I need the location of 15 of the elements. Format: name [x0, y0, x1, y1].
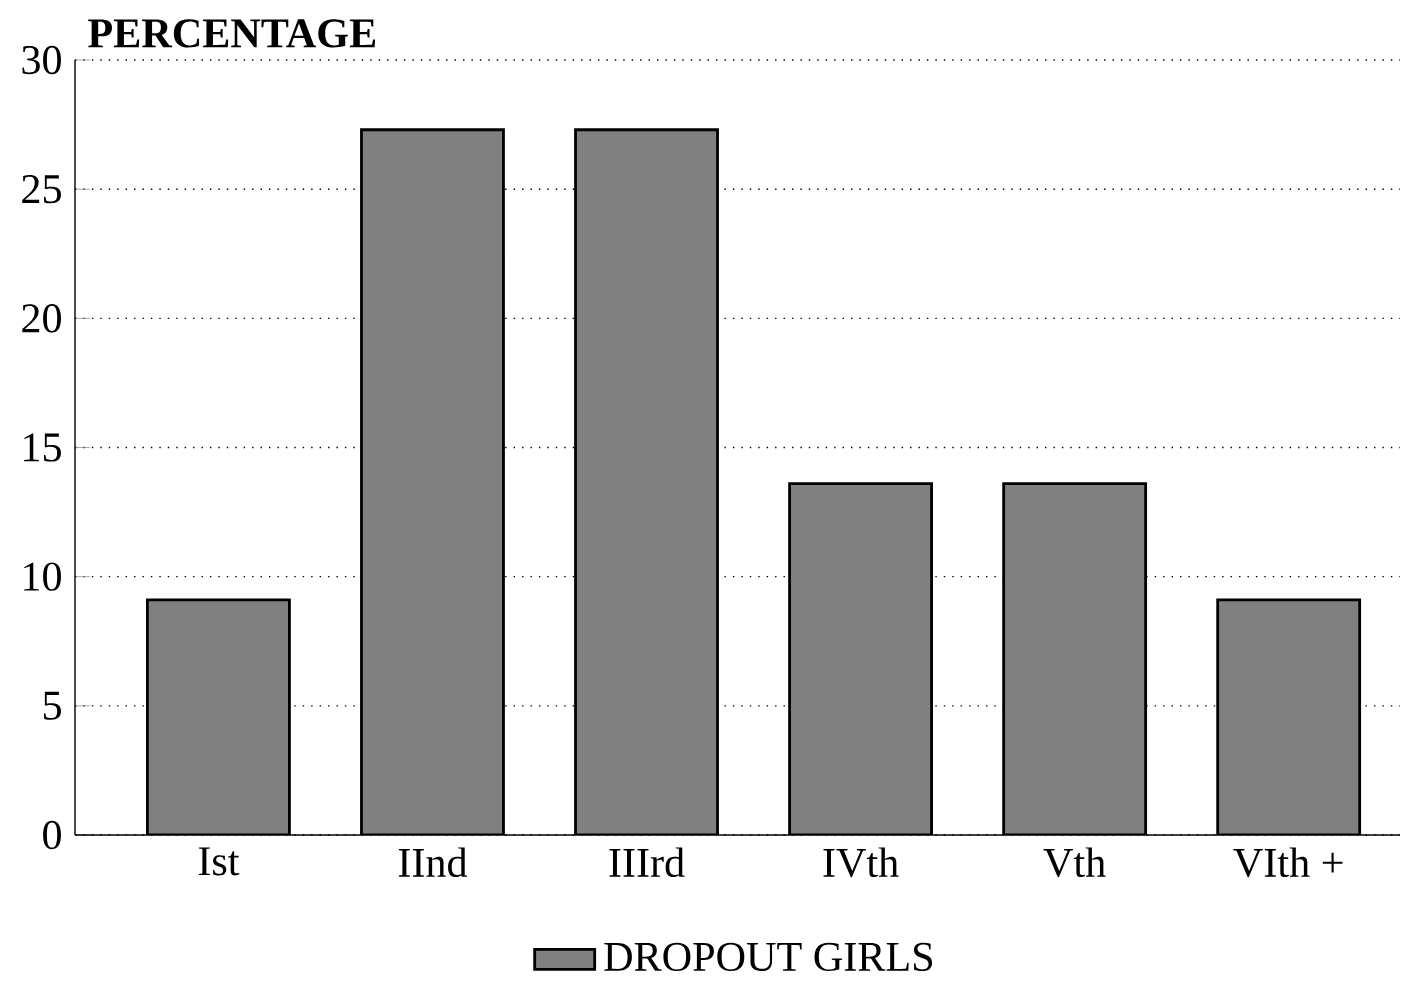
y-tick-label: 10: [24, 562, 61, 591]
x-tick-label: Vth: [1043, 847, 1106, 878]
y-tick-label: 30: [22, 45, 61, 75]
x-tick-label: VIth +: [1233, 847, 1343, 878]
y-tick-label: 5: [43, 691, 61, 720]
legend-label: DROPOUT GIRLS: [604, 942, 933, 972]
y-tick-label: 15: [24, 433, 61, 462]
y-tick-label: 0: [43, 820, 61, 850]
x-tick-label: IVth: [823, 847, 899, 878]
x-tick-label: Ist: [198, 847, 240, 876]
y-axis-title: PERCENTAGE: [88, 19, 376, 48]
x-tick-label: IInd: [398, 847, 468, 878]
y-tick-label: 25: [22, 174, 61, 204]
y-tick-label: 20: [22, 304, 61, 333]
x-tick-label: IIIrd: [609, 847, 685, 878]
